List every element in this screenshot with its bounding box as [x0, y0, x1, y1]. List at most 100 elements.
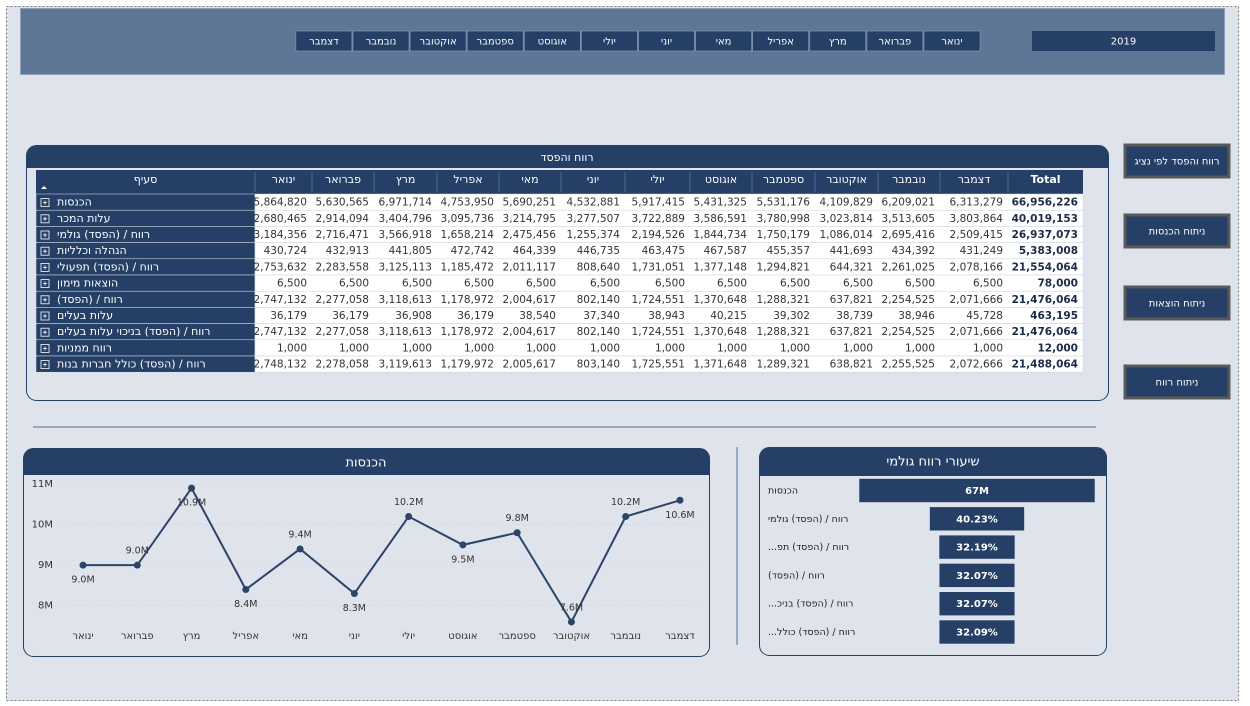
row-value: 2,004,617: [503, 326, 556, 338]
expand-icon-plus[interactable]: [43, 297, 47, 302]
row-label: עלות בעלים: [57, 309, 113, 322]
row-value: 3,404,796: [379, 213, 433, 225]
month-label[interactable]: יוני: [661, 37, 672, 48]
month-label[interactable]: נובמבר: [366, 37, 397, 48]
funnel-bar: [938, 591, 1016, 617]
table-header-cell: ספטמבר: [763, 173, 804, 186]
month-button[interactable]: [638, 30, 695, 52]
month-button[interactable]: [923, 30, 981, 52]
row-value: 3,513,605: [882, 213, 935, 225]
expand-icon-plus[interactable]: [43, 200, 47, 205]
month-button[interactable]: [695, 30, 752, 52]
row-value: 1,844,734: [694, 229, 748, 241]
month-label[interactable]: מרץ: [829, 37, 847, 48]
funnel-bar: [938, 563, 1016, 588]
row-value: 1,000: [655, 342, 685, 354]
expand-icon-plus[interactable]: [43, 216, 47, 221]
expand-icon[interactable]: [40, 343, 50, 353]
expand-icon-plus[interactable]: [43, 233, 47, 237]
category-label: רווח / (הפסד) תפ...: [768, 542, 849, 553]
expand-icon[interactable]: [40, 295, 50, 305]
expand-icon-plus[interactable]: [43, 362, 47, 367]
expand-icon-plus[interactable]: [43, 330, 47, 335]
row-label: רווח / (הפסד): [57, 293, 123, 306]
nav-button-label[interactable]: ניתוח הוצאות: [1149, 299, 1205, 310]
data-label: 8.4M: [234, 599, 257, 610]
nav-button[interactable]: [1123, 364, 1231, 400]
expand-icon[interactable]: [40, 279, 50, 289]
row-value: 1,288,321: [757, 326, 810, 338]
nav-button[interactable]: [1123, 285, 1231, 321]
data-point: [459, 541, 467, 549]
month-button[interactable]: [581, 30, 638, 52]
month-button[interactable]: [866, 30, 924, 52]
expand-icon[interactable]: [40, 198, 50, 208]
expand-icon-plus[interactable]: [43, 265, 47, 270]
row-value: 1,000: [905, 342, 935, 354]
x-tick-label: דצמבר: [665, 631, 695, 642]
month-button[interactable]: [352, 30, 410, 52]
row-value: 637,821: [830, 294, 873, 306]
funnel-bar: [929, 506, 1025, 532]
expand-icon-plus[interactable]: [43, 249, 47, 254]
x-tick-label: מאי: [292, 631, 308, 642]
expand-icon-plus[interactable]: [43, 314, 47, 318]
table-title-bar: [26, 145, 1109, 168]
month-label[interactable]: מאי: [716, 37, 732, 48]
month-label[interactable]: ינואר: [941, 37, 962, 48]
y-tick-label: 10M: [32, 520, 53, 531]
month-button[interactable]: [809, 30, 867, 52]
expand-icon[interactable]: [40, 327, 50, 337]
month-button[interactable]: [752, 30, 810, 52]
month-label[interactable]: אפריל: [767, 37, 794, 48]
expand-icon-plus[interactable]: [43, 346, 47, 351]
funnel-bar: [858, 478, 1096, 503]
month-button[interactable]: [523, 30, 581, 52]
data-label: 32.09%: [956, 628, 998, 639]
year-label[interactable]: 2019: [1111, 37, 1136, 48]
expand-icon[interactable]: [40, 311, 50, 321]
expand-icon[interactable]: [40, 246, 50, 256]
x-tick-label: ספטמבר: [498, 631, 535, 642]
month-label[interactable]: דצמבר: [309, 37, 339, 48]
year-box[interactable]: [1032, 31, 1215, 51]
row-value: 2,283,558: [316, 261, 369, 273]
row-value: 2,278,058: [316, 359, 369, 371]
row-value: 637,821: [830, 326, 873, 338]
nav-button-label[interactable]: רווח והפסד לפי נציג: [1134, 157, 1219, 168]
data-label: 10.2M: [394, 497, 423, 508]
nav-button-label[interactable]: ניתוח הכנסות: [1149, 227, 1206, 238]
expand-icon-plus[interactable]: [43, 281, 47, 286]
data-label: 9.0M: [126, 546, 149, 557]
nav-button[interactable]: [1123, 143, 1231, 179]
expand-icon[interactable]: [40, 214, 50, 224]
nav-button[interactable]: [1123, 213, 1231, 249]
row-value: 1,000: [717, 342, 747, 354]
month-label[interactable]: פברואר: [879, 37, 912, 48]
row-label: הוצאות מימון: [57, 277, 118, 290]
data-label: 9.8M: [506, 513, 529, 524]
nav-button-label[interactable]: ניתוח רווח: [1156, 378, 1199, 389]
month-label[interactable]: אוגוסט: [538, 37, 567, 48]
row-value: 3,803,864: [950, 213, 1004, 225]
table-header-cell: דצמבר: [958, 173, 991, 186]
month-label[interactable]: יולי: [603, 37, 616, 48]
month-button[interactable]: [295, 30, 353, 52]
row-value: 36,179: [270, 310, 307, 322]
expand-icon[interactable]: [40, 360, 50, 370]
month-button[interactable]: [466, 30, 524, 52]
expand-icon[interactable]: [40, 230, 50, 240]
row-value: 37,340: [583, 310, 620, 322]
x-tick-label: אפריל: [233, 631, 260, 642]
row-value: 6,500: [905, 278, 935, 290]
row-value: 3,586,591: [694, 213, 747, 225]
table-header-cell: אוגוסט: [705, 173, 737, 186]
data-point: [188, 484, 196, 492]
data-label: 40.23%: [956, 514, 998, 525]
month-button[interactable]: [409, 30, 467, 52]
month-label[interactable]: אוקטובר: [420, 37, 457, 48]
x-tick-label: נובמבר: [610, 631, 641, 642]
month-label[interactable]: ספטמבר: [476, 37, 513, 48]
expand-icon[interactable]: [40, 262, 50, 272]
